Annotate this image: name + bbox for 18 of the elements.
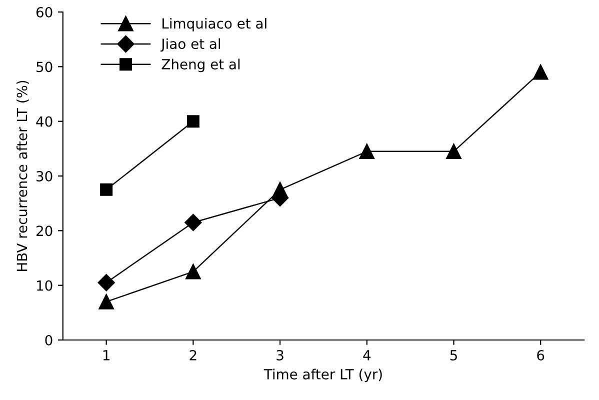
legend-label: Zheng et al [162,58,240,72]
legend-label: Jiao et al [160,38,220,52]
y-tick-label: 30 [36,170,52,182]
y-tick-label: 10 [37,280,52,291]
x-tick-label: 2 [190,350,196,360]
x-axis-title: Time after LT (yr) [264,368,382,382]
y-tick-label: 60 [36,6,52,18]
y-tick-label: 20 [36,226,52,236]
x-tick-label: 6 [537,350,544,360]
y-axis-title: HBV recurrence after LT (%) [16,80,29,271]
x-tick-label: 3 [276,350,284,360]
legend-label: Limquiaco et al [162,18,266,32]
y-tick-label: 0 [45,334,52,346]
x-tick-label: 1 [103,350,110,360]
y-tick-label: 50 [36,62,52,72]
x-tick-label: 5 [450,350,457,360]
x-tick-label: 4 [363,350,371,360]
y-tick-label: 40 [36,116,52,127]
